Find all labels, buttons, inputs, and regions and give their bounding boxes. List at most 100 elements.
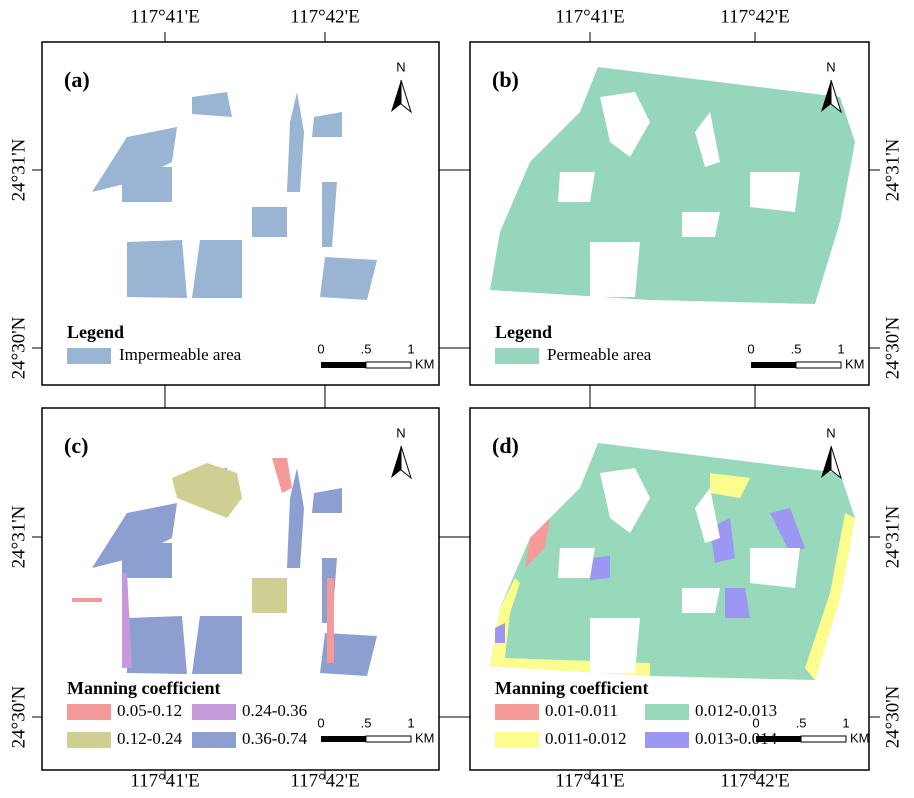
scale-tick: 1 [837, 341, 844, 356]
legend-text: 0.011-0.012 [545, 729, 627, 748]
right-label: 24°31'N [882, 138, 903, 201]
legend-swatch [192, 732, 236, 748]
legend-swatch [67, 704, 111, 720]
panel [490, 443, 855, 680]
impermeable-patch [320, 257, 377, 300]
right-label: 24°30'N [882, 685, 903, 748]
panel-label: (c) [64, 433, 88, 458]
scale-tick: 0 [317, 715, 324, 730]
panel-label: (a) [64, 67, 90, 92]
impermeable-patch [252, 207, 287, 237]
north-arrow [391, 80, 401, 112]
map-figure: 117°41'E117°41'E117°42'E117°42'E117°41'E… [0, 0, 914, 798]
north-arrow [401, 446, 411, 478]
impermeable-patch [287, 92, 304, 192]
panel-label: (b) [492, 67, 519, 92]
legend-swatch [67, 348, 111, 364]
scale-tick: 0 [317, 341, 324, 356]
legend-title: Manning coefficient [495, 678, 648, 698]
scale-tick: 0 [752, 715, 759, 730]
legend-text: 0.012-0.013 [695, 701, 777, 720]
hole [750, 548, 800, 588]
north-label: N [826, 59, 835, 74]
panel-label: (d) [492, 433, 519, 458]
scale-bar [366, 362, 411, 368]
scale-unit: KM [845, 356, 865, 371]
left-label: 24°30'N [8, 685, 29, 748]
scale-unit: KM [850, 730, 870, 745]
impermeable-patch [192, 240, 242, 298]
hole [590, 618, 640, 673]
legend-title: Manning coefficient [67, 678, 220, 698]
legend-swatch [495, 732, 539, 748]
hole [558, 172, 595, 202]
scale-unit: KM [415, 356, 435, 371]
north-label: N [826, 425, 835, 440]
impermeable-patch [127, 240, 187, 298]
north-arrow [391, 446, 401, 478]
right-label: 24°30'N [882, 316, 903, 379]
left-label: 24°31'N [8, 138, 29, 201]
top-label: 117°41'E [130, 6, 199, 27]
hole [750, 172, 800, 212]
panel [490, 67, 855, 304]
scale-bar [321, 736, 366, 742]
top-label: 117°42'E [720, 6, 789, 27]
manning-patch [192, 616, 242, 674]
legend-swatch [645, 704, 689, 720]
panel [72, 458, 377, 676]
legend-swatch [645, 732, 689, 748]
north-label: N [396, 425, 405, 440]
panel [92, 92, 377, 300]
manning-patch [495, 623, 505, 643]
impermeable-patch [312, 112, 342, 137]
impermeable-patch [322, 182, 337, 247]
legend-text: Permeable area [547, 345, 652, 364]
scale-unit: KM [415, 730, 435, 745]
legend-text: Impermeable area [119, 345, 242, 364]
scale-tick: .5 [796, 715, 807, 730]
scale-tick: 1 [407, 341, 414, 356]
scale-bar [751, 362, 796, 368]
north-arrow [401, 80, 411, 112]
scale-tick: .5 [361, 341, 372, 356]
scale-tick: 1 [842, 715, 849, 730]
scale-bar [321, 362, 366, 368]
manning-patch [122, 543, 172, 578]
scale-bar [796, 362, 841, 368]
right-label: 24°31'N [882, 505, 903, 568]
manning-area [490, 443, 855, 680]
impermeable-patch [122, 167, 172, 202]
legend-swatch [67, 732, 111, 748]
hole [682, 212, 720, 237]
legend-text: 0.24-0.36 [242, 701, 307, 720]
hole [558, 548, 595, 578]
top-label: 117°41'E [555, 6, 624, 27]
manning-patch [327, 578, 334, 663]
left-label: 24°31'N [8, 505, 29, 568]
scale-bar [366, 736, 411, 742]
scale-bar [801, 736, 846, 742]
scale-tick: 0 [747, 341, 754, 356]
scale-tick: .5 [791, 341, 802, 356]
hole [590, 242, 640, 297]
legend-title: Legend [495, 322, 552, 342]
legend-text: 0.05-0.12 [117, 701, 182, 720]
manning-patch [272, 458, 292, 493]
left-label: 24°30'N [8, 316, 29, 379]
scale-tick: 1 [407, 715, 414, 730]
legend-text: 0.12-0.24 [117, 729, 183, 748]
legend-swatch [192, 704, 236, 720]
scale-tick: .5 [361, 715, 372, 730]
legend-text: 0.01-0.011 [545, 701, 618, 720]
legend-swatch [495, 348, 539, 364]
north-label: N [396, 59, 405, 74]
manning-patch [172, 463, 242, 518]
manning-patch [252, 578, 287, 613]
legend-title: Legend [67, 322, 124, 342]
manning-patch [127, 616, 187, 674]
manning-patch [72, 598, 102, 602]
scale-bar [756, 736, 801, 742]
legend-text: 0.36-0.74 [242, 729, 308, 748]
permeable-area [490, 67, 855, 304]
